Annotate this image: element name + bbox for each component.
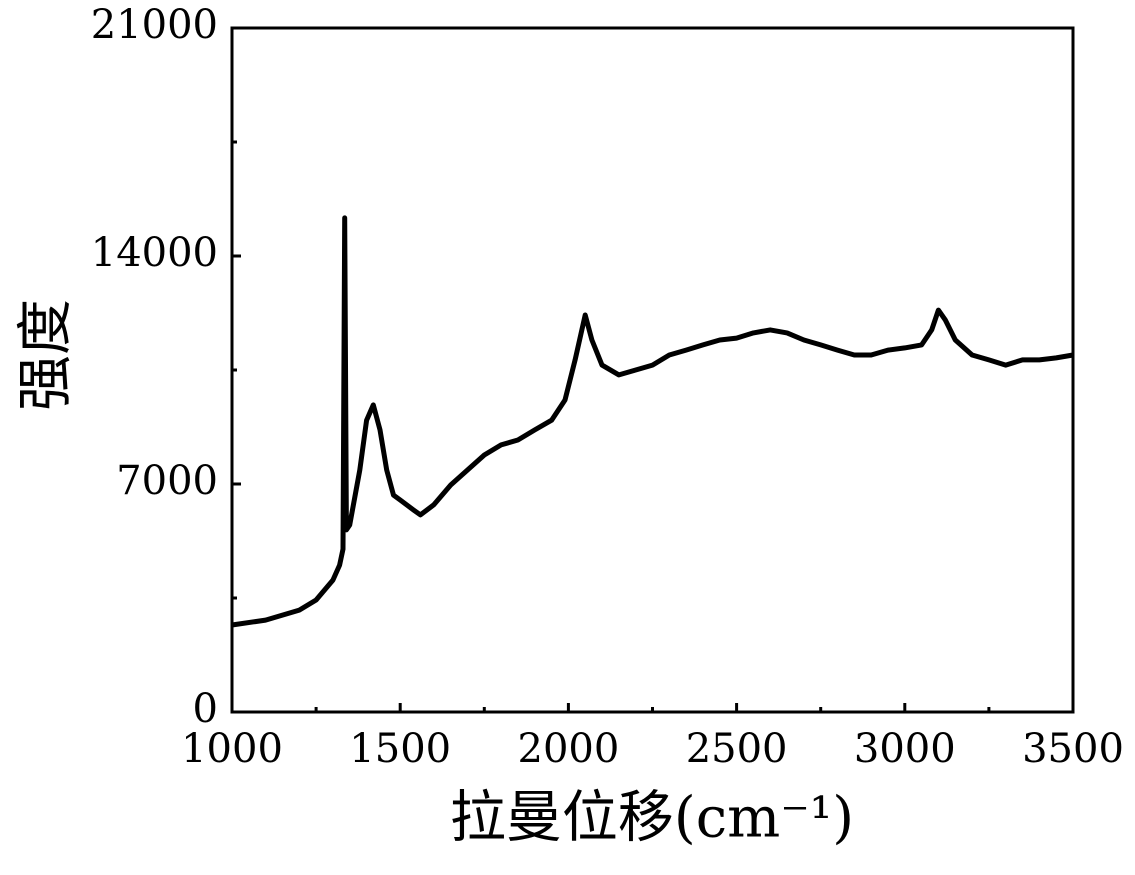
x-tick-label: 3000 xyxy=(854,726,956,772)
y-tick-label: 7000 xyxy=(116,458,218,504)
y-tick-label: 0 xyxy=(193,686,218,732)
x-tick-label: 2000 xyxy=(518,726,620,772)
x-axis-label: 拉曼位移(cm⁻¹) xyxy=(450,786,854,851)
x-tick-label: 1000 xyxy=(181,726,283,772)
plot-frame xyxy=(230,26,1075,714)
y-axis-label: 强度 xyxy=(14,299,79,411)
y-tick-label: 14000 xyxy=(91,230,218,276)
data-line xyxy=(231,215,1074,628)
x-tick-label: 2500 xyxy=(686,726,788,772)
y-tick-label: 21000 xyxy=(91,2,218,48)
x-tick-label: 1500 xyxy=(349,726,451,772)
x-tick-label: 3500 xyxy=(1022,726,1124,772)
